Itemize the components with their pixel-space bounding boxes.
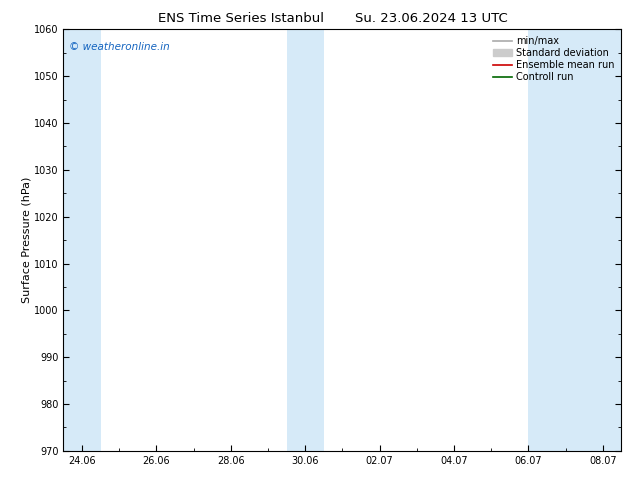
Text: Su. 23.06.2024 13 UTC: Su. 23.06.2024 13 UTC bbox=[355, 12, 507, 25]
Bar bbox=[63, 29, 101, 451]
Legend: min/max, Standard deviation, Ensemble mean run, Controll run: min/max, Standard deviation, Ensemble me… bbox=[491, 34, 616, 84]
Y-axis label: Surface Pressure (hPa): Surface Pressure (hPa) bbox=[21, 177, 31, 303]
Text: © weatheronline.in: © weatheronline.in bbox=[69, 42, 170, 52]
Bar bbox=[287, 29, 324, 451]
Bar bbox=[528, 29, 621, 451]
Text: ENS Time Series Istanbul: ENS Time Series Istanbul bbox=[158, 12, 324, 25]
